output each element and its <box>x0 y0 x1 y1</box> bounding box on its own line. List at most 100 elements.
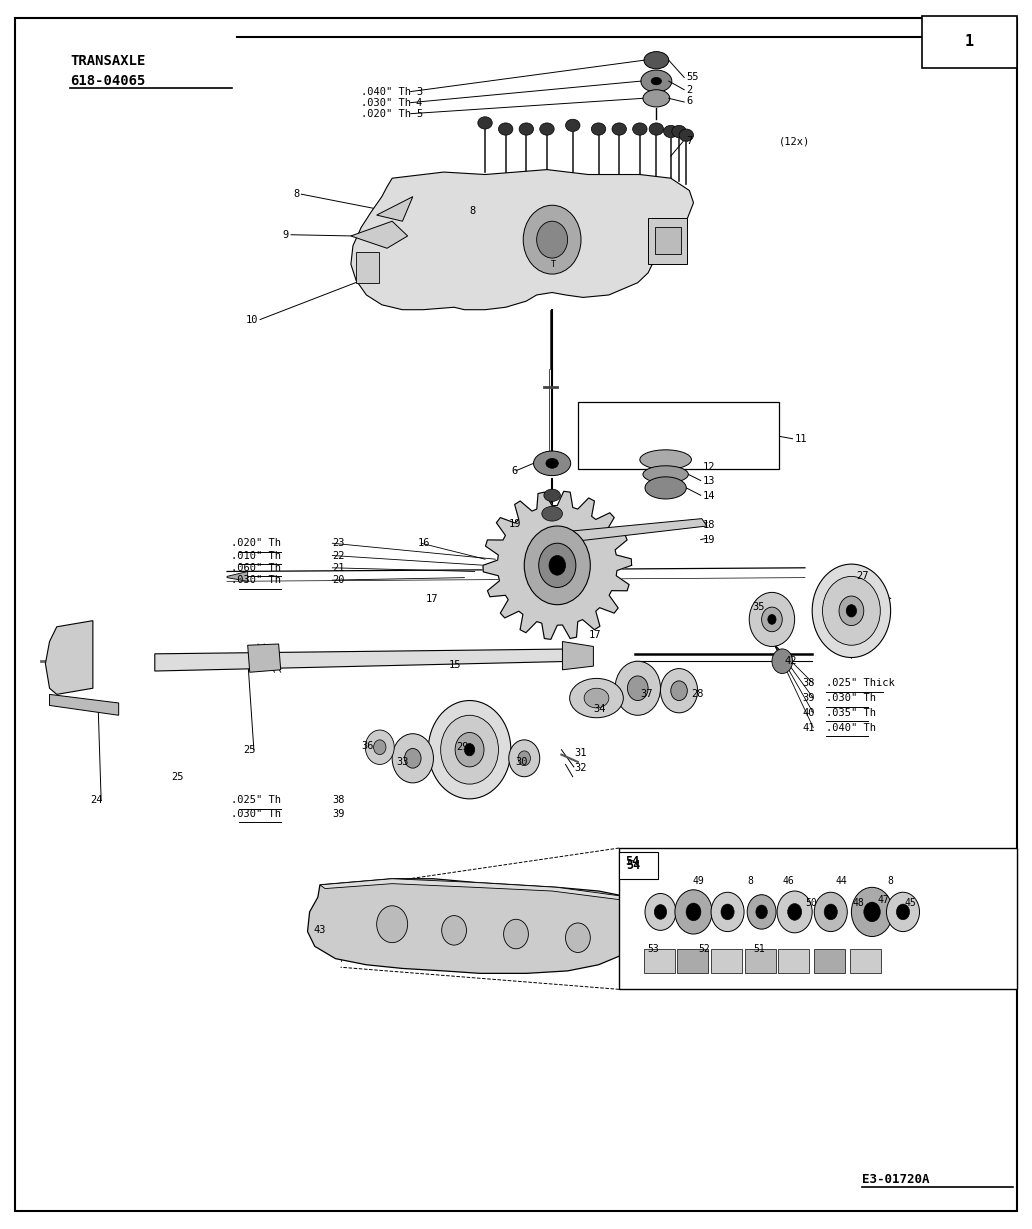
Text: 41: 41 <box>803 723 815 732</box>
Text: 31: 31 <box>575 748 587 758</box>
Polygon shape <box>155 649 578 671</box>
Ellipse shape <box>643 466 688 483</box>
Ellipse shape <box>641 70 672 92</box>
Circle shape <box>711 892 744 932</box>
Text: 46: 46 <box>782 876 794 886</box>
Circle shape <box>627 676 648 701</box>
Text: 54: 54 <box>626 859 641 871</box>
Text: .025" Th: .025" Th <box>231 795 281 805</box>
Bar <box>356 252 379 283</box>
Text: .020" Th: .020" Th <box>231 538 281 548</box>
Ellipse shape <box>633 123 647 135</box>
Text: 19: 19 <box>703 535 715 544</box>
Text: 5: 5 <box>416 108 422 119</box>
Text: 17: 17 <box>426 594 439 603</box>
Text: .035" Th: .035" Th <box>826 708 875 718</box>
Ellipse shape <box>498 123 513 135</box>
Circle shape <box>405 748 421 768</box>
Circle shape <box>523 205 581 274</box>
Circle shape <box>814 892 847 932</box>
Circle shape <box>747 895 776 929</box>
Text: 50: 50 <box>805 898 816 908</box>
Circle shape <box>509 740 540 777</box>
Text: 32: 32 <box>575 763 587 773</box>
Text: 39: 39 <box>803 693 815 703</box>
Text: 51: 51 <box>753 944 765 954</box>
Ellipse shape <box>612 123 626 135</box>
Text: .030" Th: .030" Th <box>826 693 875 703</box>
Ellipse shape <box>478 117 492 129</box>
Circle shape <box>374 740 386 755</box>
Text: 22: 22 <box>332 551 345 560</box>
Text: 7: 7 <box>686 136 692 146</box>
Bar <box>648 218 687 264</box>
Text: .030" Th: .030" Th <box>231 809 281 819</box>
Circle shape <box>428 701 511 799</box>
Text: .010" Th: .010" Th <box>231 551 281 560</box>
Text: 38: 38 <box>332 795 345 805</box>
Circle shape <box>755 905 768 919</box>
Text: .040" Th: .040" Th <box>361 86 411 97</box>
Text: 12: 12 <box>703 462 715 472</box>
Text: 6: 6 <box>512 466 518 476</box>
Ellipse shape <box>544 489 560 501</box>
Polygon shape <box>227 571 248 581</box>
Circle shape <box>654 905 667 919</box>
Circle shape <box>377 906 408 943</box>
Ellipse shape <box>640 450 691 469</box>
Ellipse shape <box>644 52 669 69</box>
Text: 27: 27 <box>857 571 869 581</box>
Ellipse shape <box>651 77 662 85</box>
Polygon shape <box>308 879 638 973</box>
Text: 34: 34 <box>593 704 606 714</box>
Bar <box>814 949 845 973</box>
Circle shape <box>524 526 590 605</box>
Text: 14: 14 <box>703 490 715 501</box>
Text: 54: 54 <box>625 855 640 868</box>
Text: 4: 4 <box>416 97 422 108</box>
Bar <box>711 949 742 973</box>
Text: E3-01720A: E3-01720A <box>862 1174 929 1186</box>
Text: 8: 8 <box>747 876 753 886</box>
Text: 42: 42 <box>784 656 797 666</box>
Circle shape <box>886 892 920 932</box>
Bar <box>619 848 1017 989</box>
Polygon shape <box>483 492 632 639</box>
Circle shape <box>846 605 857 617</box>
Text: 23: 23 <box>332 538 345 548</box>
Text: 8: 8 <box>470 206 476 216</box>
Polygon shape <box>573 519 707 541</box>
Bar <box>850 949 881 973</box>
Circle shape <box>851 887 893 936</box>
Polygon shape <box>562 642 593 670</box>
Text: 24: 24 <box>91 795 103 805</box>
Circle shape <box>839 596 864 626</box>
Ellipse shape <box>546 458 558 468</box>
Text: 43: 43 <box>314 925 326 935</box>
Ellipse shape <box>664 125 678 138</box>
Text: (12x): (12x) <box>779 136 810 146</box>
Text: 17: 17 <box>588 630 601 640</box>
Text: 8: 8 <box>888 876 894 886</box>
Circle shape <box>671 681 687 701</box>
Text: 48: 48 <box>852 898 864 908</box>
Circle shape <box>442 916 466 945</box>
Text: 18: 18 <box>703 520 715 530</box>
Text: 44: 44 <box>836 876 847 886</box>
Text: .030" Th: .030" Th <box>361 97 411 108</box>
Text: .020" Th: .020" Th <box>361 108 411 119</box>
Bar <box>655 227 681 254</box>
Circle shape <box>762 607 782 632</box>
Circle shape <box>675 890 712 934</box>
Bar <box>745 949 776 973</box>
Text: 618-04065: 618-04065 <box>70 74 146 88</box>
Circle shape <box>897 905 909 919</box>
Circle shape <box>768 614 776 624</box>
Ellipse shape <box>584 688 609 708</box>
Text: 20: 20 <box>332 575 345 585</box>
Text: 2: 2 <box>686 85 692 95</box>
Circle shape <box>365 730 394 764</box>
Circle shape <box>823 576 880 645</box>
Bar <box>677 949 708 973</box>
Polygon shape <box>351 221 408 248</box>
